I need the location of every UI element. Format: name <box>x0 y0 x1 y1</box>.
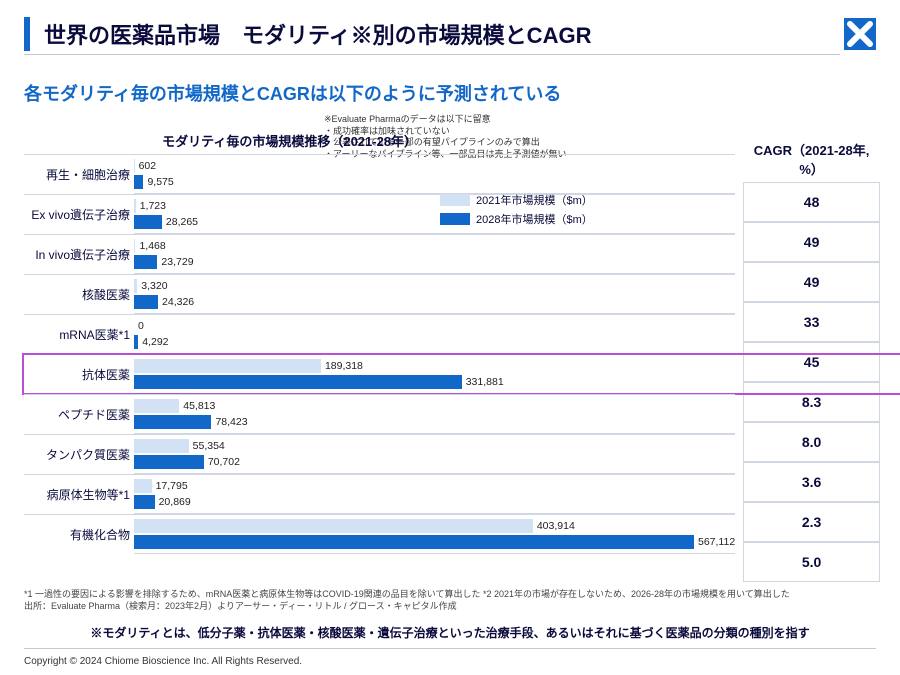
chart-legend: 2021年市場規模（$m） 2028年市場規模（$m） <box>440 192 593 230</box>
row-bars: 602 9,575 <box>134 154 735 194</box>
cagr-cell: 49 <box>743 262 880 302</box>
bar-2021 <box>134 359 321 373</box>
legend-swatch-2028 <box>440 213 470 225</box>
cagr-cell: 8.3 <box>743 382 880 422</box>
modality-definition: ※モダリティとは、低分子薬・抗体医薬・核酸医薬・遺伝子治療といった治療手段、ある… <box>0 616 900 649</box>
cagr-cell: 48 <box>743 182 880 222</box>
bar-2028 <box>134 335 138 349</box>
bar-2028 <box>134 495 155 509</box>
bar-value-2021: 403,914 <box>537 520 575 532</box>
bar-2021 <box>134 279 137 293</box>
bar-2021 <box>134 399 179 413</box>
row-label: 核酸医薬 <box>24 274 134 314</box>
chart-row: タンパク質医薬 55,354 70,702 <box>24 434 735 474</box>
chart-row: 抗体医薬 189,318 331,881 <box>24 354 735 394</box>
row-label: 抗体医薬 <box>24 354 134 394</box>
cagr-cell: 3.6 <box>743 462 880 502</box>
chart-title: モダリティ毎の市場規模推移（2021-28年） <box>24 131 735 150</box>
bar-value-2028: 70,702 <box>208 456 240 468</box>
chart-row: 有機化合物 403,914 567,112 <box>24 514 735 554</box>
chart-row: In vivo遺伝子治療 1,468 23,729 <box>24 234 735 274</box>
bar-2028 <box>134 415 211 429</box>
row-label: 再生・細胞治療 <box>24 154 134 194</box>
bar-value-2028: 567,112 <box>698 536 735 548</box>
copyright: Copyright © 2024 Chiome Bioscience Inc. … <box>24 656 302 667</box>
bar-value-2021: 189,318 <box>325 360 363 372</box>
bar-2028 <box>134 455 204 469</box>
cagr-cell: 33 <box>743 302 880 342</box>
row-label: ペプチド医薬 <box>24 394 134 434</box>
bar-2028 <box>134 255 157 269</box>
bar-chart: 再生・細胞治療 602 9,575 Ex vivo遺伝子治療 1,723 28,… <box>24 154 735 554</box>
bar-2028 <box>134 535 694 549</box>
page-title: 世界の医薬品市場 モダリティ※別の市場規模とCAGR <box>44 18 840 50</box>
bar-value-2028: 24,326 <box>162 296 194 308</box>
row-label: タンパク質医薬 <box>24 434 134 474</box>
cagr-cell: 5.0 <box>743 542 880 582</box>
bar-value-2028: 331,881 <box>466 376 504 388</box>
cagr-cell: 2.3 <box>743 502 880 542</box>
footnotes: *1 一過性の要因による影響を排除するため、mRNA医薬と病原体生物等はCOVI… <box>0 584 900 616</box>
legend-label-2021: 2021年市場規模（$m） <box>476 192 593 208</box>
bar-value-2028: 28,265 <box>166 216 198 228</box>
subtitle: 各モダリティ毎の市場規模とCAGRは以下のように予測されている <box>0 60 900 114</box>
row-bars: 403,914 567,112 <box>134 514 735 554</box>
cagr-table: 48494933458.38.03.62.35.0 <box>743 182 880 582</box>
bar-value-2028: 78,423 <box>215 416 247 428</box>
chart-row: ペプチド医薬 45,813 78,423 <box>24 394 735 434</box>
row-bars: 0 4,292 <box>134 314 735 354</box>
bar-2021 <box>134 479 152 493</box>
bar-2021 <box>134 159 135 173</box>
chart-row: 再生・細胞治療 602 9,575 <box>24 154 735 194</box>
bar-2028 <box>134 175 143 189</box>
row-bars: 17,795 20,869 <box>134 474 735 514</box>
bar-2028 <box>134 375 462 389</box>
row-label: Ex vivo遺伝子治療 <box>24 194 134 234</box>
row-bars: 45,813 78,423 <box>134 394 735 434</box>
footer-divider <box>24 648 876 649</box>
legend-label-2028: 2028年市場規模（$m） <box>476 211 593 227</box>
row-bars: 3,320 24,326 <box>134 274 735 314</box>
cagr-title: CAGR（2021-28年, %） <box>743 140 880 178</box>
row-label: In vivo遺伝子治療 <box>24 234 134 274</box>
bar-2021 <box>134 439 189 453</box>
bar-value-2028: 20,869 <box>159 496 191 508</box>
bar-value-2021: 3,320 <box>141 280 167 292</box>
bar-value-2021: 45,813 <box>183 400 215 412</box>
header-accent <box>24 17 30 51</box>
chart-row: 核酸医薬 3,320 24,326 <box>24 274 735 314</box>
row-bars: 1,723 28,265 <box>134 194 735 234</box>
row-bars: 1,468 23,729 <box>134 234 735 274</box>
row-label: 病原体生物等*1 <box>24 474 134 514</box>
bar-2028 <box>134 295 158 309</box>
legend-swatch-2021 <box>440 194 470 206</box>
cagr-cell: 49 <box>743 222 880 262</box>
bar-value-2021: 602 <box>139 160 157 172</box>
bar-value-2021: 17,795 <box>156 480 188 492</box>
bar-value-2028: 9,575 <box>147 176 173 188</box>
chart-row: 病原体生物等*1 17,795 20,869 <box>24 474 735 514</box>
chart-row: mRNA医薬*1 0 4,292 <box>24 314 735 354</box>
bar-2021 <box>134 199 136 213</box>
bar-value-2021: 1,468 <box>139 240 165 252</box>
company-logo-icon <box>840 14 880 54</box>
bar-value-2021: 1,723 <box>140 200 166 212</box>
bar-value-2028: 4,292 <box>142 336 168 348</box>
header-divider <box>24 54 840 55</box>
row-bars: 189,318 331,881 <box>134 354 735 394</box>
bar-2021 <box>134 519 533 533</box>
cagr-cell: 45 <box>743 342 880 382</box>
row-bars: 55,354 70,702 <box>134 434 735 474</box>
bar-2028 <box>134 215 162 229</box>
bar-value-2021: 55,354 <box>193 440 225 452</box>
bar-2021 <box>134 239 135 253</box>
row-label: 有機化合物 <box>24 514 134 554</box>
cagr-cell: 8.0 <box>743 422 880 462</box>
chart-row: Ex vivo遺伝子治療 1,723 28,265 <box>24 194 735 234</box>
bar-value-2021: 0 <box>138 320 144 332</box>
row-label: mRNA医薬*1 <box>24 314 134 354</box>
bar-value-2028: 23,729 <box>161 256 193 268</box>
